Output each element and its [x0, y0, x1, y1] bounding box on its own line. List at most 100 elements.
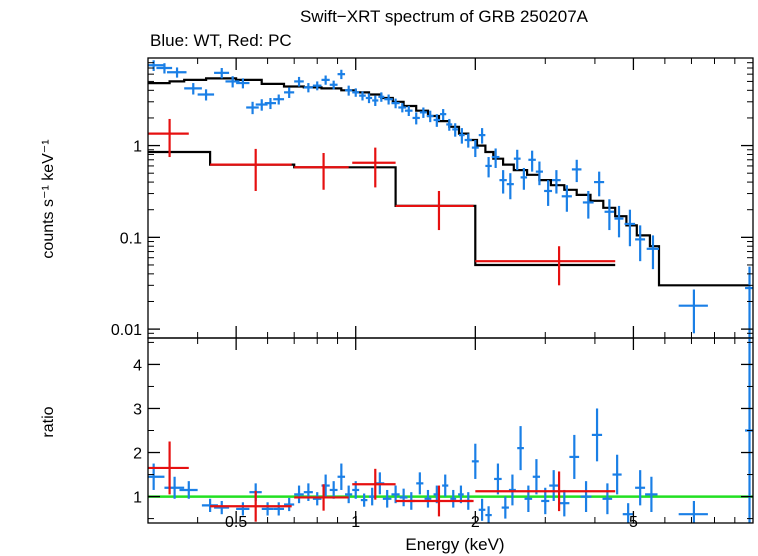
data-point: [535, 161, 543, 186]
data-point: [604, 199, 615, 231]
data-point: [225, 76, 240, 88]
data-point: [475, 246, 616, 286]
data-point: [635, 225, 646, 262]
data-point: [459, 128, 465, 144]
data-point: [294, 485, 304, 504]
data-point: [544, 180, 553, 206]
data-point: [485, 157, 492, 178]
y-tick-label: 1: [133, 490, 142, 507]
data-point: [528, 150, 536, 172]
data-point: [345, 85, 353, 96]
data-point: [321, 75, 330, 85]
y-tick-label: 3: [133, 401, 142, 418]
data-point: [148, 118, 189, 158]
data-point: [517, 426, 524, 471]
data-point: [246, 101, 259, 115]
data-point: [329, 80, 338, 90]
data-point: [329, 481, 338, 499]
data-point: [359, 91, 366, 101]
data-point: [478, 128, 486, 144]
data-point: [214, 68, 230, 79]
data-point: [591, 408, 603, 462]
data-point: [419, 107, 427, 118]
data-point: [442, 474, 449, 497]
data-point: [552, 170, 561, 194]
data-point: [372, 95, 379, 106]
data-point: [508, 474, 516, 506]
data-point: [360, 493, 368, 507]
data-point: [303, 83, 313, 93]
panel-frame-spectrum: [147, 57, 754, 339]
data-point: [646, 235, 660, 270]
data-point: [384, 94, 393, 105]
data-point: [337, 463, 346, 490]
data-point: [391, 98, 400, 109]
data-point: [337, 69, 346, 80]
data-point: [294, 152, 349, 190]
data-point: [446, 118, 453, 131]
data-point: [197, 89, 215, 101]
data-point: [378, 92, 385, 102]
data-point: [569, 434, 580, 479]
y-tick-label: 4: [133, 357, 142, 374]
data-point: [284, 497, 295, 512]
y-tick-label: 2: [133, 446, 142, 463]
x-tick-label: 0.5: [225, 514, 247, 531]
data-point: [399, 488, 408, 507]
data-point: [255, 99, 268, 111]
y-tick-label: 1: [133, 139, 142, 156]
data-point: [382, 489, 392, 508]
data-point: [365, 93, 373, 104]
data-point: [214, 500, 230, 515]
data-point: [452, 123, 459, 137]
data-point: [571, 159, 582, 183]
data-point: [499, 170, 507, 194]
data-point: [532, 459, 541, 495]
data-point: [622, 503, 634, 523]
data-point: [236, 78, 250, 89]
plot-layer: 0.01 0.1 1 1 2 3 4 0.5 1 2 5: [111, 57, 754, 531]
data-point: [501, 496, 509, 519]
data-point: [148, 60, 165, 71]
data-point: [645, 476, 658, 512]
data-point: [294, 76, 304, 87]
data-point: [494, 463, 502, 495]
data-point: [236, 502, 250, 516]
data-point: [524, 485, 533, 512]
data-point: [485, 506, 492, 523]
chart-subtitle: Blue: WT, Red: PC: [150, 31, 292, 50]
data-point: [594, 171, 605, 197]
data-point: [179, 481, 198, 499]
data-point: [164, 476, 185, 499]
data-point: [294, 484, 349, 511]
data-point: [580, 481, 592, 512]
data-point: [614, 205, 624, 238]
x-tick-label: 2: [471, 514, 480, 531]
data-point: [491, 148, 500, 168]
model-line-1: [148, 150, 616, 267]
data-point: [478, 498, 486, 521]
data-point: [273, 94, 285, 105]
y-tick-label: 0.01: [111, 322, 142, 339]
data-point: [464, 133, 472, 148]
data-point: [184, 83, 202, 95]
data-point: [561, 185, 572, 212]
spectrum-y-axis-label: counts s⁻¹ keV⁻¹: [40, 139, 57, 258]
data-point: [549, 470, 559, 501]
data-point: [612, 454, 622, 495]
data-point: [506, 173, 514, 200]
data-point: [352, 88, 360, 97]
data-point: [471, 443, 479, 479]
data-point: [148, 441, 189, 495]
data-point: [312, 81, 322, 91]
chart-title: Swift−XRT spectrum of GRB 250207A: [300, 7, 589, 26]
data-point: [582, 190, 594, 219]
x-tick-label: 1: [351, 514, 360, 531]
data-point: [312, 492, 322, 506]
ratio-y-axis-label: ratio: [40, 406, 57, 437]
data-point: [261, 502, 274, 516]
data-point: [424, 489, 432, 508]
data-point: [284, 87, 295, 98]
data-point: [602, 483, 613, 515]
